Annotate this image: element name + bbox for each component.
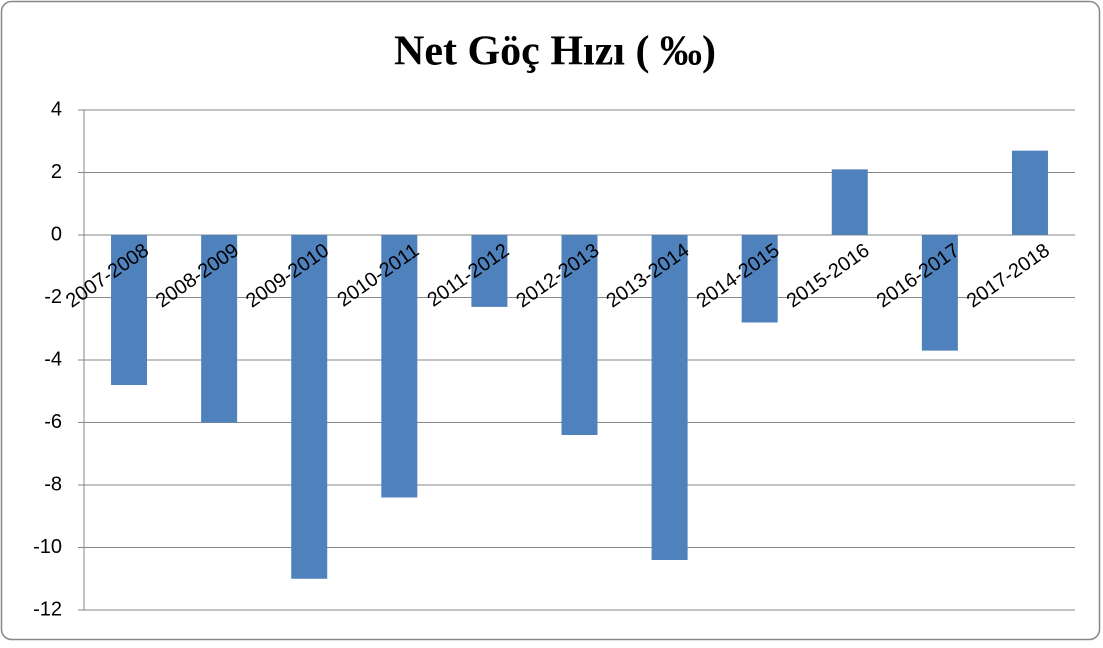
- bar: [561, 235, 598, 435]
- chart-title: Net Göç Hızı ( ‰): [394, 29, 716, 75]
- y-tick-label: 2: [51, 161, 62, 183]
- y-tick-label: 0: [51, 223, 62, 245]
- bar: [651, 235, 688, 560]
- bar: [741, 235, 778, 323]
- y-tick-label: -4: [44, 348, 62, 370]
- bar: [1011, 150, 1048, 235]
- y-tick-label: -8: [44, 473, 62, 495]
- bar: [381, 235, 418, 498]
- bar: [471, 235, 508, 307]
- y-tick-label: -10: [33, 536, 62, 558]
- y-tick-label: -2: [44, 286, 62, 308]
- bar: [291, 235, 328, 579]
- y-tick-label: 4: [51, 98, 62, 120]
- y-tick-label: -6: [44, 411, 62, 433]
- bar: [921, 235, 958, 351]
- bar: [201, 235, 238, 423]
- y-tick-label: -12: [33, 598, 62, 620]
- bar: [111, 235, 148, 385]
- bar: [831, 169, 868, 235]
